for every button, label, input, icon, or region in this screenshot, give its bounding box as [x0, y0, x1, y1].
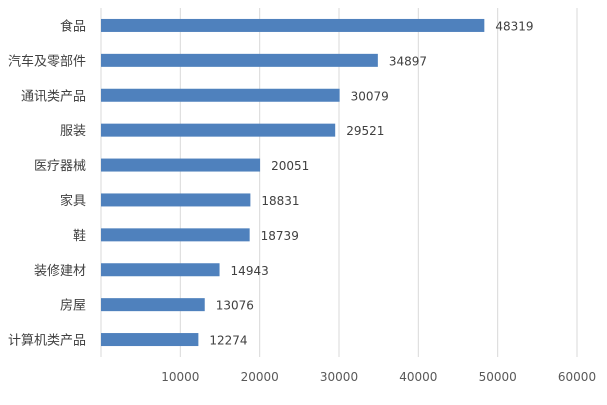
bar — [101, 123, 336, 137]
category-label: 医疗器械 — [34, 159, 86, 174]
data-label: 20051 — [271, 159, 309, 173]
bar — [101, 18, 485, 32]
category-label: 装修建材 — [34, 264, 86, 279]
x-tick-label: 30000 — [320, 370, 358, 384]
category-label: 房屋 — [60, 298, 86, 314]
bar — [101, 158, 261, 172]
data-label: 30079 — [351, 89, 389, 103]
category-label: 鞋 — [73, 228, 86, 244]
data-label: 34897 — [389, 54, 427, 68]
category-label: 计算机类产品 — [8, 334, 86, 349]
category-label: 家具 — [60, 193, 86, 209]
x-tick-label: 50000 — [479, 370, 517, 384]
data-label: 18831 — [261, 194, 299, 208]
labels: 10000 20000 30000 40000 50000 60000 食品 48319 汽车及… — [8, 18, 596, 384]
category-label: 通讯类产品 — [21, 89, 86, 104]
data-label: 18739 — [261, 229, 299, 243]
data-label: 48319 — [495, 19, 533, 33]
category-label: 汽车及零部件 — [8, 53, 86, 69]
x-tick-label: 20000 — [241, 370, 279, 384]
x-tick-label: 40000 — [399, 370, 437, 384]
x-tick-label: 10000 — [161, 370, 199, 384]
data-label: 29521 — [346, 124, 384, 138]
bar — [101, 193, 251, 207]
bar — [101, 228, 250, 242]
data-label: 13076 — [216, 299, 254, 313]
category-label: 食品 — [60, 18, 86, 34]
bar — [101, 53, 378, 67]
bars — [101, 18, 485, 347]
bar — [101, 88, 340, 102]
data-label: 14943 — [231, 264, 269, 278]
category-label: 服装 — [60, 124, 86, 139]
bar — [101, 263, 220, 277]
bar — [101, 298, 205, 312]
data-label: 12274 — [209, 334, 247, 348]
bar — [101, 333, 199, 347]
x-tick-label: 60000 — [558, 370, 596, 384]
